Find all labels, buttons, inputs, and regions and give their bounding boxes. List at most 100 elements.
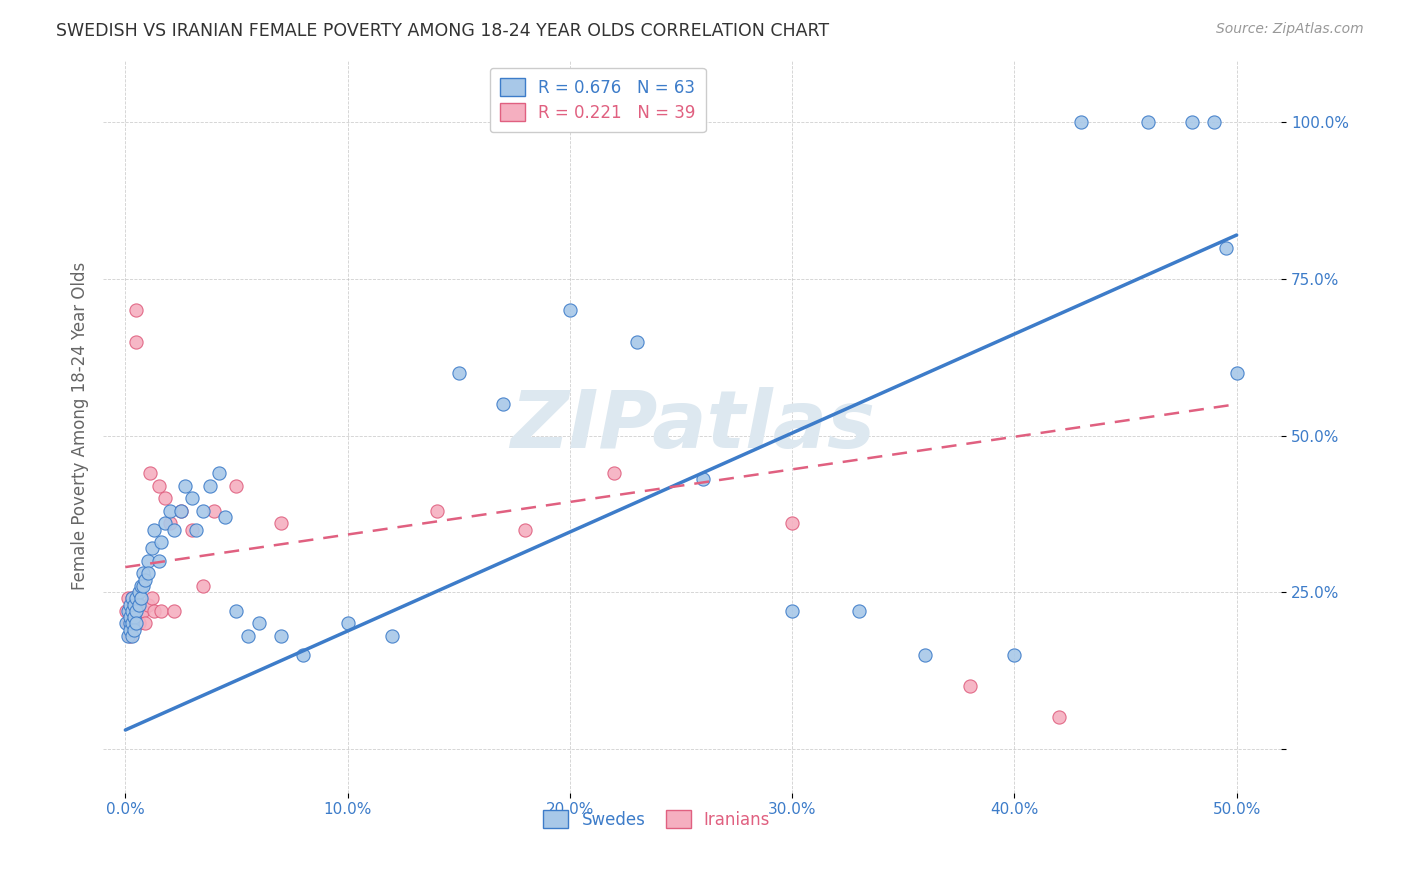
- Point: [129, 604, 152, 618]
- Point: [125, 616, 148, 631]
- Point: [1070, 115, 1092, 129]
- Point: [914, 648, 936, 662]
- Y-axis label: Female Poverty Among 18-24 Year Olds: Female Poverty Among 18-24 Year Olds: [72, 262, 89, 591]
- Point: [159, 504, 181, 518]
- Point: [155, 516, 177, 531]
- Point: [159, 516, 181, 531]
- Point: [125, 604, 148, 618]
- Point: [558, 303, 581, 318]
- Point: [247, 616, 270, 631]
- Point: [129, 591, 152, 606]
- Point: [132, 604, 155, 618]
- Point: [236, 629, 259, 643]
- Point: [1047, 710, 1070, 724]
- Point: [122, 610, 145, 624]
- Point: [117, 604, 139, 618]
- Point: [136, 554, 159, 568]
- Point: [143, 523, 166, 537]
- Point: [148, 478, 170, 492]
- Point: [128, 616, 150, 631]
- Point: [148, 554, 170, 568]
- Point: [848, 604, 870, 618]
- Point: [125, 591, 148, 606]
- Point: [292, 648, 315, 662]
- Point: [447, 366, 470, 380]
- Point: [118, 616, 141, 631]
- Point: [381, 629, 404, 643]
- Point: [141, 591, 163, 606]
- Point: [117, 616, 139, 631]
- Point: [1136, 115, 1159, 129]
- Point: [959, 679, 981, 693]
- Point: [118, 616, 141, 631]
- Point: [122, 616, 145, 631]
- Point: [181, 491, 204, 505]
- Point: [225, 604, 247, 618]
- Point: [198, 478, 221, 492]
- Point: [115, 616, 138, 631]
- Point: [270, 516, 292, 531]
- Point: [191, 504, 214, 518]
- Legend: Swedes, Iranians: Swedes, Iranians: [537, 804, 778, 836]
- Point: [118, 598, 141, 612]
- Point: [128, 585, 150, 599]
- Point: [118, 610, 141, 624]
- Point: [181, 523, 204, 537]
- Point: [134, 616, 156, 631]
- Point: [143, 604, 166, 618]
- Point: [1181, 115, 1204, 129]
- Point: [118, 623, 141, 637]
- Point: [132, 579, 155, 593]
- Point: [1204, 115, 1226, 129]
- Point: [1215, 241, 1237, 255]
- Point: [121, 629, 143, 643]
- Point: [1002, 648, 1025, 662]
- Point: [122, 598, 145, 612]
- Point: [141, 541, 163, 556]
- Point: [115, 604, 138, 618]
- Point: [125, 303, 148, 318]
- Point: [125, 334, 148, 349]
- Point: [191, 579, 214, 593]
- Point: [336, 616, 359, 631]
- Point: [134, 573, 156, 587]
- Point: [122, 604, 145, 618]
- Text: ZIPatlas: ZIPatlas: [509, 387, 875, 465]
- Point: [121, 604, 143, 618]
- Point: [136, 566, 159, 581]
- Point: [121, 591, 143, 606]
- Point: [128, 598, 150, 612]
- Point: [128, 604, 150, 618]
- Point: [163, 604, 186, 618]
- Point: [122, 623, 145, 637]
- Point: [202, 504, 225, 518]
- Point: [214, 510, 236, 524]
- Point: [270, 629, 292, 643]
- Point: [603, 466, 626, 480]
- Point: [780, 516, 803, 531]
- Point: [149, 535, 172, 549]
- Point: [117, 591, 139, 606]
- Point: [121, 616, 143, 631]
- Point: [692, 472, 714, 486]
- Point: [118, 604, 141, 618]
- Point: [208, 466, 231, 480]
- Point: [174, 478, 197, 492]
- Point: [121, 604, 143, 618]
- Point: [149, 604, 172, 618]
- Point: [170, 504, 193, 518]
- Point: [225, 478, 247, 492]
- Point: [163, 523, 186, 537]
- Point: [780, 604, 803, 618]
- Point: [117, 629, 139, 643]
- Text: SWEDISH VS IRANIAN FEMALE POVERTY AMONG 18-24 YEAR OLDS CORRELATION CHART: SWEDISH VS IRANIAN FEMALE POVERTY AMONG …: [56, 22, 830, 40]
- Point: [425, 504, 447, 518]
- Point: [118, 629, 141, 643]
- Point: [186, 523, 208, 537]
- Point: [121, 616, 143, 631]
- Text: Source: ZipAtlas.com: Source: ZipAtlas.com: [1216, 22, 1364, 37]
- Point: [132, 566, 155, 581]
- Point: [139, 466, 162, 480]
- Point: [626, 334, 648, 349]
- Point: [492, 397, 515, 411]
